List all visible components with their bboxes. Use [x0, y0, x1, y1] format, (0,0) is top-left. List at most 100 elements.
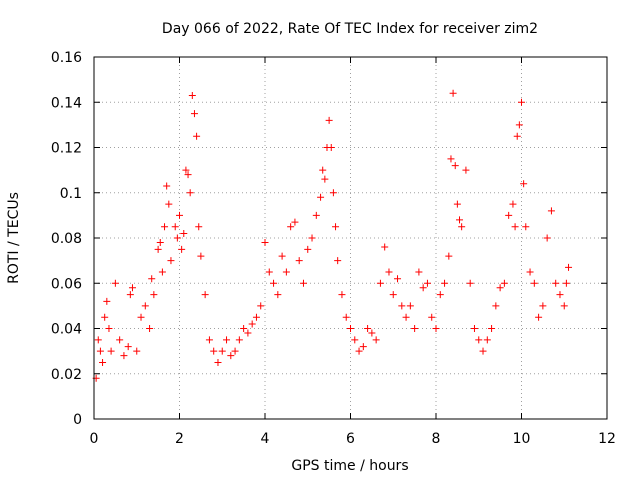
- roti-point: [376, 279, 384, 287]
- roti-point: [96, 347, 104, 355]
- roti-point: [101, 313, 109, 321]
- roti-point: [154, 245, 162, 253]
- x-tick-labels: 0 2 4 6 8 10 12: [90, 431, 616, 447]
- x-tick-label: 2: [175, 431, 184, 447]
- roti-point: [252, 313, 260, 321]
- roti-point: [312, 211, 320, 219]
- roti-point: [411, 325, 419, 332]
- roti-point: [475, 336, 483, 344]
- roti-point: [334, 257, 342, 265]
- roti-point: [355, 347, 363, 355]
- roti-point: [126, 291, 134, 299]
- roti-point: [111, 279, 119, 287]
- roti-point: [565, 263, 573, 271]
- roti-point: [317, 193, 325, 201]
- roti-point: [359, 343, 367, 351]
- chart-title: Day 066 of 2022, Rate Of TEC Index for r…: [162, 21, 538, 37]
- roti-point: [128, 284, 136, 292]
- roti-point: [248, 320, 256, 328]
- x-axis-label: GPS time / hours: [291, 458, 408, 474]
- roti-point: [364, 325, 372, 332]
- roti-point: [402, 313, 410, 321]
- roti-point: [214, 358, 222, 366]
- roti-point: [445, 252, 453, 260]
- roti-point: [124, 343, 132, 351]
- roti-point: [436, 291, 444, 299]
- roti-point: [338, 291, 346, 299]
- roti-point: [419, 284, 427, 292]
- roti-point: [526, 268, 534, 276]
- roti-point: [270, 279, 278, 287]
- roti-point: [235, 336, 243, 344]
- y-tick-label: 0.14: [51, 95, 82, 111]
- roti-point: [94, 336, 102, 344]
- roti-point: [148, 275, 156, 283]
- roti-point: [178, 245, 186, 253]
- roti-point: [496, 284, 504, 292]
- roti-point: [165, 200, 173, 208]
- roti-point: [188, 91, 196, 99]
- roti-point: [327, 144, 335, 151]
- roti-point: [423, 279, 431, 287]
- roti-point: [197, 252, 205, 260]
- roti-point: [218, 347, 226, 355]
- roti-point: [329, 189, 337, 197]
- roti-point: [274, 291, 282, 299]
- roti-point: [342, 313, 350, 321]
- roti-point: [543, 234, 551, 242]
- roti-point: [116, 336, 124, 344]
- roti-point: [321, 175, 329, 183]
- roti-point: [150, 291, 158, 299]
- roti-point: [447, 155, 455, 163]
- roti-point: [458, 223, 466, 231]
- roti-point: [509, 200, 517, 208]
- roti-point: [428, 313, 436, 321]
- roti-point: [278, 252, 286, 260]
- roti-point: [176, 211, 183, 219]
- x-tick-label: 12: [598, 431, 616, 447]
- roti-point: [182, 166, 190, 174]
- roti-point: [539, 302, 547, 310]
- roti-point: [171, 223, 179, 231]
- roti-point: [173, 234, 181, 242]
- roti-point: [547, 207, 555, 215]
- y-tick-label: 0: [73, 412, 82, 428]
- roti-point: [146, 325, 154, 332]
- roti-point: [535, 313, 543, 321]
- roti-point: [462, 166, 470, 174]
- axis-ticks: [93, 56, 608, 420]
- y-tick-labels: 0 0.02 0.04 0.06 0.08 0.1 0.12 0.14 0.16: [51, 50, 82, 428]
- roti-point: [120, 352, 128, 360]
- roti-point: [325, 116, 333, 124]
- y-tick-label: 0.02: [51, 367, 82, 383]
- x-tick-label: 6: [346, 431, 355, 447]
- roti-point: [347, 325, 354, 332]
- roti-point: [441, 279, 449, 287]
- roti-point: [99, 358, 107, 366]
- roti-point: [520, 180, 528, 188]
- y-axis-label: ROTI / TECUs: [6, 192, 22, 284]
- roti-point: [161, 223, 169, 231]
- x-tick-label: 8: [432, 431, 441, 447]
- y-tick-label: 0.04: [51, 322, 82, 338]
- roti-point: [304, 245, 312, 253]
- roti-point: [287, 223, 295, 231]
- y-tick-label: 0.06: [51, 276, 82, 292]
- roti-point: [415, 268, 423, 276]
- roti-point: [479, 347, 487, 355]
- roti-point: [453, 200, 461, 208]
- roti-point: [332, 223, 340, 231]
- roti-point: [223, 336, 231, 344]
- roti-point: [261, 239, 269, 247]
- roti-point: [511, 223, 519, 231]
- roti-point: [295, 257, 303, 265]
- roti-point: [167, 257, 175, 265]
- roti-point: [522, 223, 530, 231]
- roti-point: [265, 268, 273, 276]
- roti-point: [227, 352, 235, 360]
- roti-point: [210, 347, 218, 355]
- roti-point: [372, 336, 380, 344]
- roti-point: [180, 229, 188, 237]
- roti-point: [163, 182, 171, 190]
